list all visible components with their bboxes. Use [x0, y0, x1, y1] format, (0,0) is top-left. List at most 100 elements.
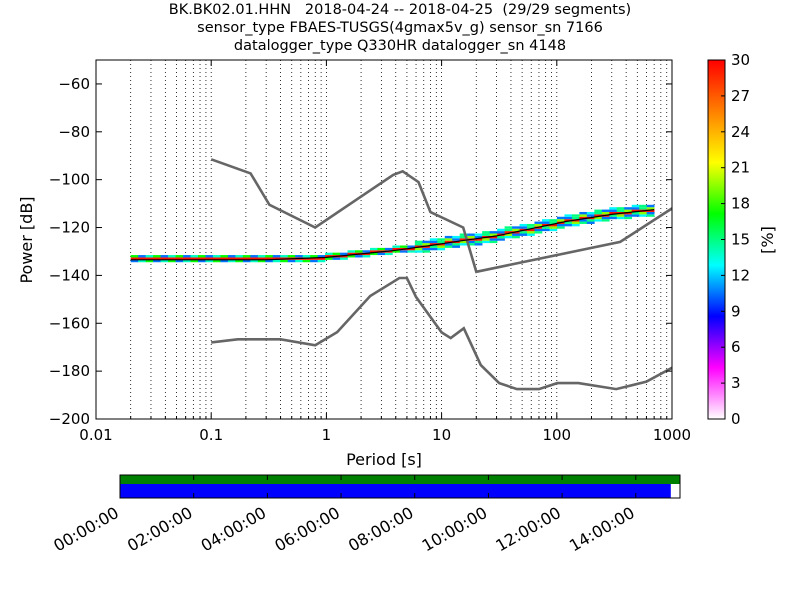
- histogram-cell: [340, 255, 348, 258]
- histogram-cell: [332, 252, 341, 256]
- mode-line: [130, 209, 655, 261]
- histogram-cell: [220, 255, 229, 258]
- histogram-cell: [616, 216, 625, 220]
- histogram-cell: [168, 255, 176, 258]
- histogram-cell: [497, 235, 505, 239]
- histogram-cell: [467, 243, 475, 246]
- y-tick-label: −140: [49, 266, 90, 284]
- histogram-cell: [437, 245, 446, 248]
- histogram-cell: [579, 221, 588, 224]
- histogram-cell: [437, 247, 446, 251]
- x-tick-label: 100: [542, 426, 571, 444]
- histogram-cell: [160, 259, 169, 263]
- histogram-cell: [369, 250, 378, 253]
- histogram-cell: [519, 233, 528, 236]
- histogram-cell: [601, 211, 610, 215]
- histogram-cell: [586, 219, 595, 222]
- histogram-cell: [601, 209, 610, 212]
- timeline-frame: [119, 474, 681, 499]
- histogram-cell: [377, 252, 386, 256]
- histogram-cell: [497, 228, 505, 232]
- histogram-cell: [347, 255, 356, 258]
- colorbar-tick-label: 21: [731, 159, 750, 177]
- histogram-cell: [504, 235, 513, 239]
- histogram-cell: [467, 240, 475, 244]
- histogram-cell: [519, 223, 528, 227]
- histogram-cell: [302, 259, 311, 263]
- histogram-cell: [549, 223, 558, 227]
- histogram-cell: [646, 204, 655, 208]
- histogram-cell: [168, 257, 176, 260]
- histogram-cell: [541, 228, 550, 232]
- histogram-cell: [197, 255, 206, 258]
- histogram-cell: [325, 257, 333, 260]
- histogram-cell: [153, 255, 161, 258]
- histogram-cell: [175, 257, 184, 260]
- histogram-cell: [579, 214, 588, 217]
- title-line-station: BK.BK02.01.HHN 2018-04-24 -- 2018-04-25 …: [168, 2, 632, 18]
- histogram-cell: [295, 259, 303, 263]
- y-tick-label: −180: [49, 362, 90, 380]
- histogram-cell: [609, 209, 618, 212]
- histogram-cell: [399, 250, 408, 253]
- timeline-tick-label: 12:00:00: [492, 503, 564, 555]
- histogram-cell: [527, 233, 535, 236]
- colorbar-tick-label: 9: [731, 302, 741, 320]
- histogram-cell: [220, 257, 229, 260]
- histogram-cell: [631, 207, 640, 210]
- histogram-cell: [422, 243, 431, 246]
- colorbar-tick-label: 18: [731, 195, 750, 213]
- noise-models: [130, 158, 672, 391]
- histogram-cell: [639, 207, 647, 210]
- histogram-cell: [459, 238, 468, 241]
- histogram-cell: [414, 247, 423, 251]
- histogram-cell: [183, 255, 191, 258]
- histogram-cell: [212, 259, 221, 263]
- histogram-cell: [541, 221, 550, 224]
- histogram-cell: [160, 257, 169, 260]
- histogram-cell: [489, 240, 498, 244]
- histogram-cell: [422, 250, 431, 253]
- histogram-cell: [497, 231, 505, 234]
- histogram-cell: [601, 216, 610, 220]
- histogram-cell: [384, 247, 393, 251]
- histogram-cell: [392, 245, 401, 248]
- histogram-cell: [497, 238, 505, 241]
- histogram-cell: [556, 216, 565, 220]
- histogram-cell: [549, 221, 558, 224]
- histogram-cell: [631, 204, 640, 208]
- x-tick-label: 1000: [653, 426, 691, 444]
- histogram-cell: [482, 238, 490, 241]
- histogram-cell: [444, 240, 453, 244]
- colorbar-tick-label: 12: [731, 266, 750, 284]
- histogram-cell: [594, 214, 603, 217]
- histogram-cell: [160, 255, 169, 258]
- histogram-cell: [145, 259, 154, 263]
- x-tick-label: 10: [432, 426, 451, 444]
- histogram-cell: [504, 228, 513, 232]
- histogram-cell: [407, 245, 416, 248]
- colorbar-tick-label: 3: [731, 374, 741, 392]
- histogram-cell: [355, 255, 363, 258]
- histogram-cell: [310, 255, 318, 258]
- histogram-cell: [512, 235, 520, 239]
- y-tick-label: −120: [49, 219, 90, 237]
- timeline-tick-label: 00:00:00: [50, 503, 122, 555]
- histogram-cell: [138, 257, 146, 260]
- histogram-cell: [482, 240, 490, 244]
- histogram-cell: [564, 219, 573, 222]
- histogram-cell: [571, 223, 580, 227]
- histogram-cell: [512, 233, 520, 236]
- histogram-cell: [639, 211, 647, 215]
- histogram-cell: [429, 240, 438, 244]
- histogram-cell: [512, 226, 520, 229]
- histogram-cell: [407, 250, 416, 253]
- histogram-cell: [429, 247, 438, 251]
- colorbar: 0 3 6 9 12 15 18 21 24 27 30: [707, 51, 750, 428]
- y-tick-label: −160: [49, 314, 90, 332]
- histogram-cell: [392, 247, 401, 251]
- timeline-tick-label: 10:00:00: [419, 503, 491, 555]
- histogram-cell: [138, 255, 146, 258]
- histogram-cell: [489, 231, 498, 234]
- histogram-cell: [280, 259, 289, 263]
